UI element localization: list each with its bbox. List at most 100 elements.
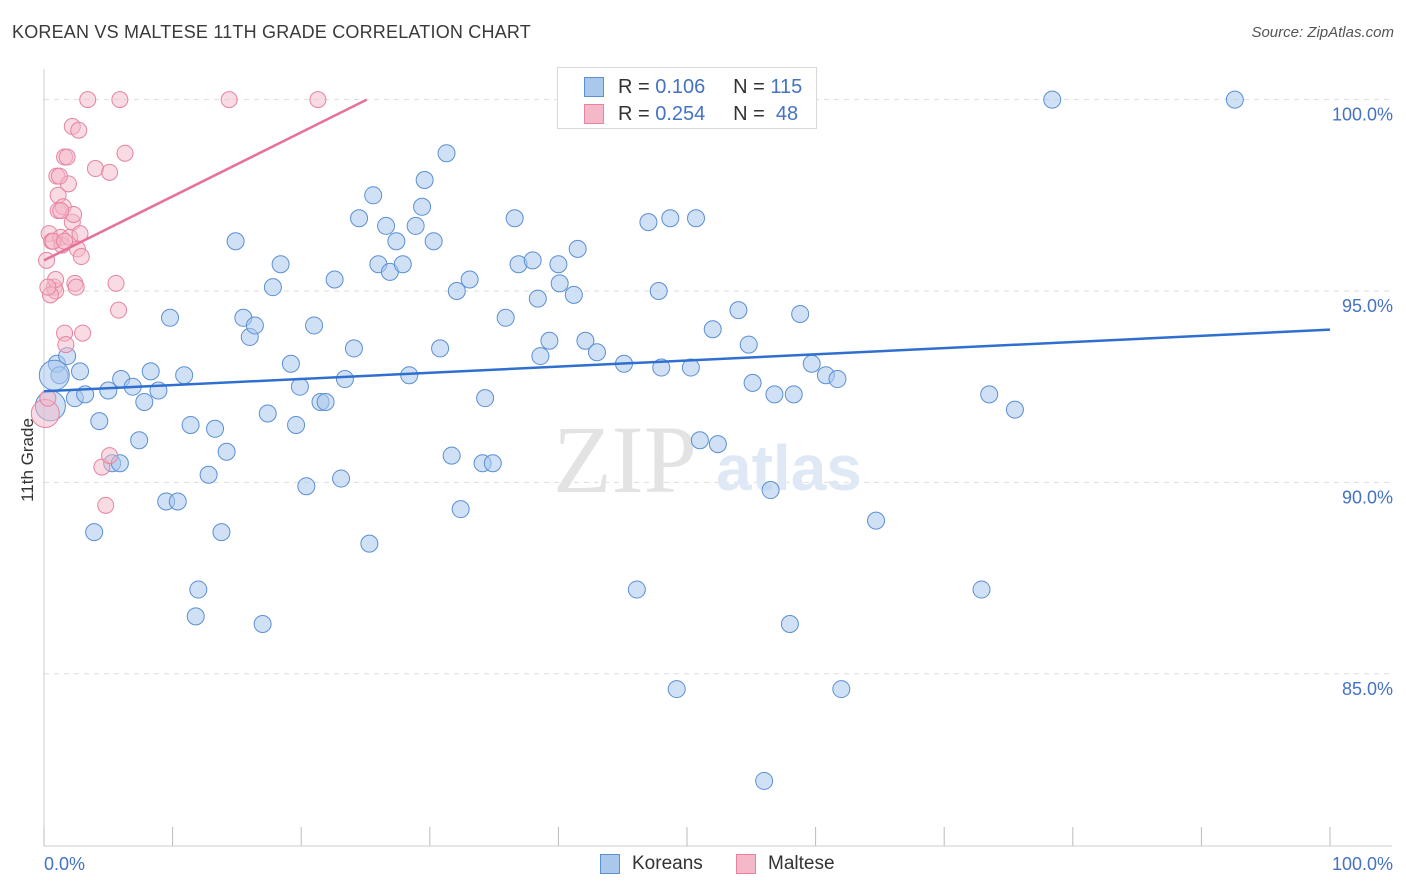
maltese-point (72, 248, 90, 266)
korean-point (406, 216, 425, 235)
koreans-label: Koreans (632, 853, 703, 874)
n-value: 115 (770, 75, 803, 98)
y-tick-label: 90.0% (1342, 487, 1393, 507)
korean-point (564, 285, 583, 304)
korean-point (325, 270, 344, 289)
gridlines (44, 99, 1392, 675)
legend-text-maltese: R = 0.254 N = 48 (618, 103, 798, 126)
korean-point (263, 278, 282, 297)
korean-point (549, 255, 568, 274)
korean-point (765, 385, 784, 404)
korean-point (743, 373, 762, 392)
korean-point (332, 469, 351, 488)
korean-point (364, 186, 383, 205)
korean-point (281, 354, 300, 373)
korean-point (980, 385, 999, 404)
maltese-point (220, 91, 238, 109)
korean-point (867, 511, 886, 530)
korean-point (972, 580, 991, 599)
y-axis-label: 11th Grade (18, 418, 37, 502)
watermark: ZIP atlas (553, 406, 862, 513)
korean-point (761, 481, 780, 500)
legend-text-koreans: R = 0.106 N = 115 (618, 76, 802, 99)
maltese-point (101, 163, 119, 181)
korean-point (287, 415, 306, 434)
korean-point (1005, 400, 1024, 419)
y-tick-label: 100.0% (1332, 105, 1393, 125)
maltese-point (70, 121, 88, 139)
r-value: 0.254 (655, 102, 706, 125)
maltese-points (30, 91, 327, 514)
korean-point (784, 385, 803, 404)
korean-point (437, 144, 456, 163)
korean-point (415, 171, 434, 189)
korean-point (206, 419, 225, 438)
korean-point (587, 343, 606, 362)
korean-point (729, 301, 748, 320)
korean-point (451, 500, 470, 519)
korean-point (1225, 90, 1244, 109)
korean-point (258, 404, 277, 423)
korean-point (460, 270, 479, 289)
korean-point (135, 393, 154, 411)
korean-point (424, 232, 443, 251)
korean-point (161, 308, 180, 327)
korean-point (290, 377, 309, 396)
korean-point (189, 580, 208, 599)
korean-point (38, 359, 70, 391)
korean-point (442, 446, 461, 465)
stats-legend: R = 0.106 N = 115 R = 0.254 N = 48 (557, 67, 817, 129)
korean-point (413, 197, 432, 216)
korean-point (523, 251, 542, 270)
korean-point (576, 331, 595, 350)
koreans-swatch (600, 854, 620, 874)
legend-swatch-maltese (584, 104, 604, 124)
korean-point (802, 354, 821, 373)
trend-lines (43, 98, 1331, 393)
korean-point (175, 366, 194, 385)
maltese-point (111, 91, 129, 109)
r-label: R = (618, 102, 650, 125)
korean-point (505, 209, 524, 228)
maltese-point (309, 91, 327, 109)
r-label: R = (618, 75, 650, 98)
korean-point (297, 477, 316, 496)
watermark-atlas: atlas (716, 432, 862, 504)
korean-point (652, 358, 671, 377)
korean-point (496, 308, 515, 327)
x-tick-label-min: 0.0% (44, 854, 85, 874)
maltese-point (86, 160, 104, 178)
korean-point (639, 213, 658, 232)
n-label: N = (733, 102, 765, 125)
korean-point (350, 209, 369, 228)
korean-point (828, 370, 847, 389)
korean-point (791, 304, 810, 323)
maltese-point (110, 301, 128, 319)
korean-point (245, 316, 264, 335)
maltese-point (39, 389, 57, 407)
korean-point (130, 431, 149, 450)
korean-point (661, 209, 680, 228)
korean-point (335, 370, 354, 389)
korean-point (316, 393, 335, 411)
korean-point (447, 282, 466, 300)
korean-point (627, 580, 646, 599)
legend-swatch-koreans (584, 77, 604, 97)
maltese-trend-line (43, 98, 368, 262)
korean-point (377, 216, 396, 235)
korean-point (217, 442, 236, 461)
x-tick-labels: 0.0% 100.0% (44, 854, 1393, 874)
korean-points (34, 90, 1244, 790)
korean-point (181, 415, 200, 434)
maltese-point (74, 324, 92, 342)
source-attribution: Source: ZipAtlas.com (1251, 24, 1394, 41)
r-value: 0.106 (655, 75, 706, 98)
korean-point (141, 362, 160, 381)
korean-point (85, 523, 104, 542)
maltese-point (101, 447, 119, 465)
korean-point (168, 492, 187, 511)
n-label: N = (733, 75, 765, 98)
korean-point (483, 454, 502, 473)
korean-point (305, 316, 324, 335)
